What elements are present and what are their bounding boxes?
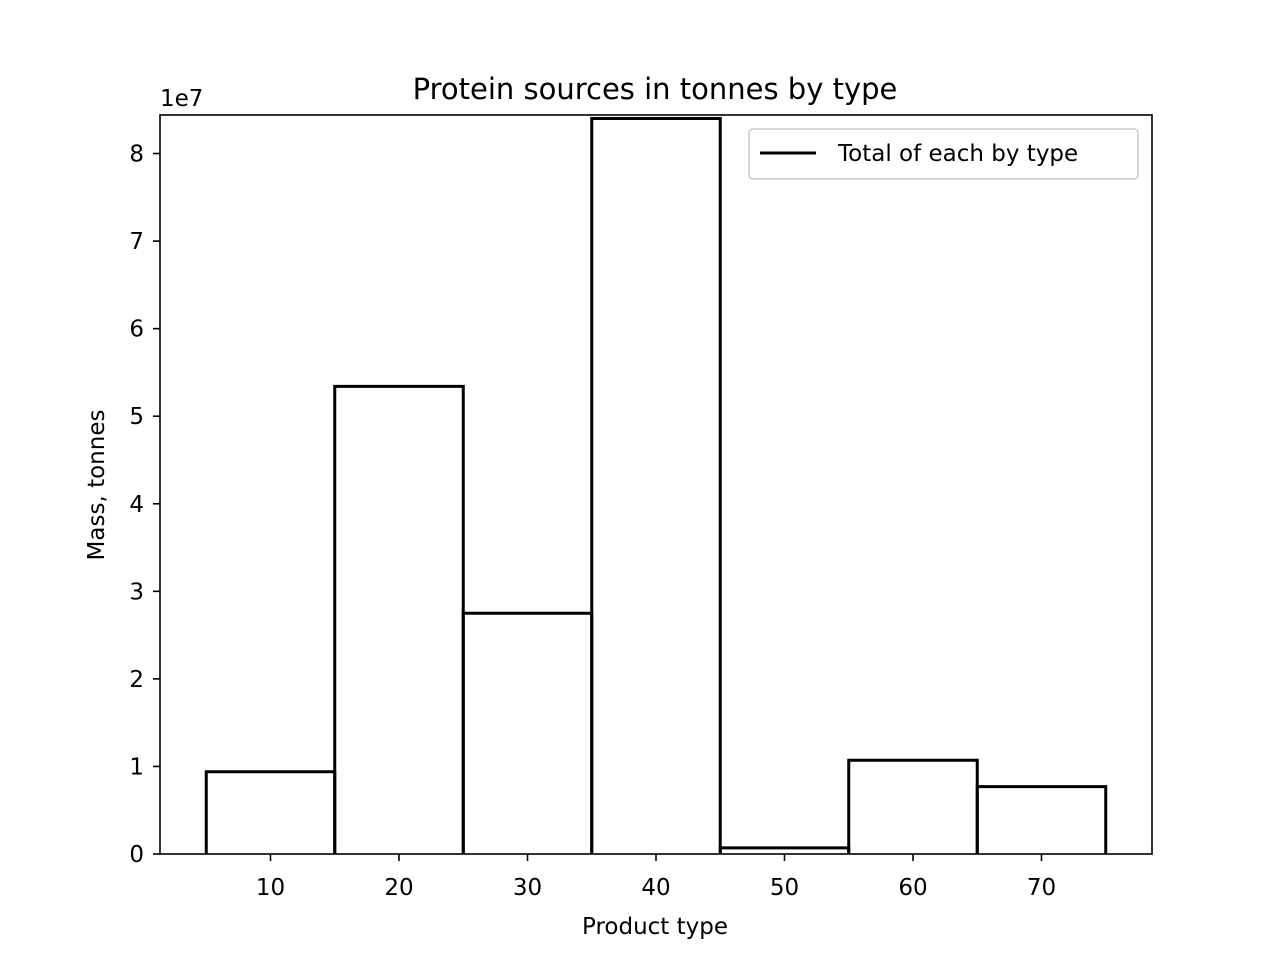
legend: Total of each by type: [748, 128, 1139, 180]
y-ticks-layer: 0 1 2 3 4 5 6 7 8: [129, 142, 160, 868]
y-axis-title: Mass, tonnes: [84, 410, 110, 561]
histogram-bar-6: [847, 758, 979, 854]
y-tick-label: 3: [129, 579, 144, 605]
y-tick-label: 2: [129, 667, 144, 693]
histogram-bar-5: [718, 846, 851, 854]
y-offset-text: 1e7: [160, 86, 203, 112]
histogram-bar-7: [975, 785, 1108, 854]
chart-title: Protein sources in tonnes by type: [413, 72, 898, 106]
legend-box: [748, 128, 1139, 180]
y-tick-label: 5: [129, 404, 144, 430]
y-tick-label: 0: [129, 842, 144, 868]
y-tick-label: 8: [129, 142, 144, 168]
x-tick-label: 30: [513, 875, 542, 901]
histogram-bar-3: [461, 611, 594, 854]
x-axis-title: Product type: [582, 914, 728, 940]
histogram-bar-4: [590, 117, 722, 854]
x-tick-label: 40: [641, 875, 670, 901]
bars-layer: [204, 117, 1108, 854]
y-tick-label: 4: [129, 492, 144, 518]
x-tick-label: 20: [384, 875, 413, 901]
x-tick-label: 70: [1027, 875, 1056, 901]
legend-label: Total of each by type: [837, 141, 1078, 167]
x-tick-label: 50: [770, 875, 799, 901]
y-tick-label: 1: [129, 754, 144, 780]
x-tick-label: 60: [898, 875, 927, 901]
y-tick-label: 6: [129, 317, 144, 343]
histogram-bar-2: [333, 384, 465, 854]
plot-frame: [159, 114, 1153, 855]
y-tick-label: 7: [129, 229, 144, 255]
x-tick-label: 10: [256, 875, 285, 901]
histogram-bar-1: [204, 770, 337, 854]
x-ticks-layer: 10 20 30 40 50 60 70: [256, 854, 1056, 901]
